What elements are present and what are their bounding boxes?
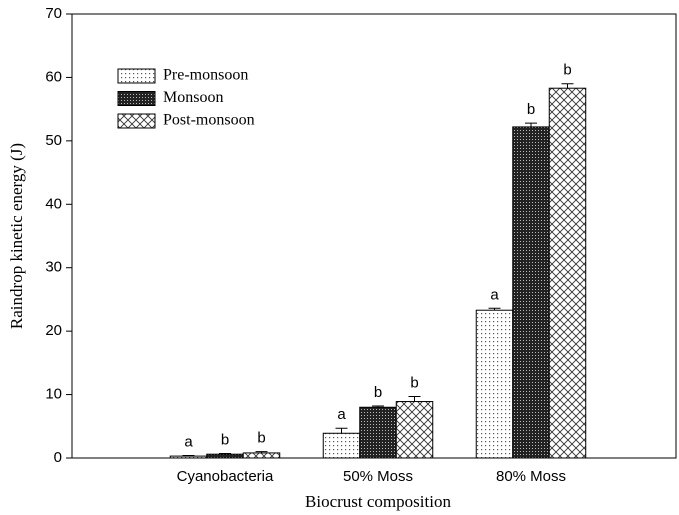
legend-swatch — [117, 113, 156, 129]
y-axis-label: Raindrop kinetic energy (J) — [7, 143, 26, 329]
bar — [475, 309, 514, 459]
bar — [322, 432, 361, 459]
legend-swatch — [117, 91, 156, 106]
legend-label: Pre-monsoon — [163, 67, 248, 84]
y-tick-label: 20 — [45, 322, 62, 339]
bar — [359, 406, 397, 459]
significance-letter: b — [221, 432, 229, 449]
significance-letter: b — [527, 101, 535, 118]
bar — [512, 126, 550, 459]
y-tick-label: 50 — [45, 132, 62, 149]
bar — [395, 401, 434, 459]
x-axis-label: Biocrust composition — [305, 492, 451, 511]
bar — [242, 452, 281, 459]
y-tick-label: 60 — [45, 68, 62, 85]
error-bar — [372, 405, 384, 408]
axes — [71, 13, 677, 459]
significance-letter: b — [374, 384, 382, 401]
significance-letter: b — [257, 430, 265, 447]
error-bar — [488, 307, 501, 311]
significance-letter: a — [184, 433, 193, 450]
error-bar — [255, 451, 268, 453]
legend-swatch — [117, 68, 156, 84]
error-bar — [561, 83, 574, 89]
x-tick-label: 80% Moss — [496, 468, 566, 485]
bar — [548, 87, 587, 459]
significance-letter: a — [490, 286, 499, 303]
error-bar — [408, 395, 421, 402]
legend-label: Monsoon — [163, 89, 223, 106]
error-bar — [525, 122, 537, 127]
significance-letter: b — [563, 62, 571, 79]
error-bar — [182, 454, 195, 457]
significance-letter: a — [337, 406, 346, 423]
error-bar — [219, 453, 231, 455]
y-tick-label: 10 — [45, 386, 62, 403]
y-tick-label: 40 — [45, 195, 62, 212]
significance-letter: b — [410, 374, 418, 391]
x-tick-label: Cyanobacteria — [177, 468, 274, 485]
bar — [206, 453, 244, 459]
error-bar — [335, 427, 348, 434]
y-tick-label: 70 — [45, 5, 62, 22]
legend-label: Post-monsoon — [163, 112, 255, 129]
y-tick-label: 30 — [45, 259, 62, 276]
y-tick-label: 0 — [54, 449, 62, 466]
x-tick-label: 50% Moss — [343, 468, 413, 485]
